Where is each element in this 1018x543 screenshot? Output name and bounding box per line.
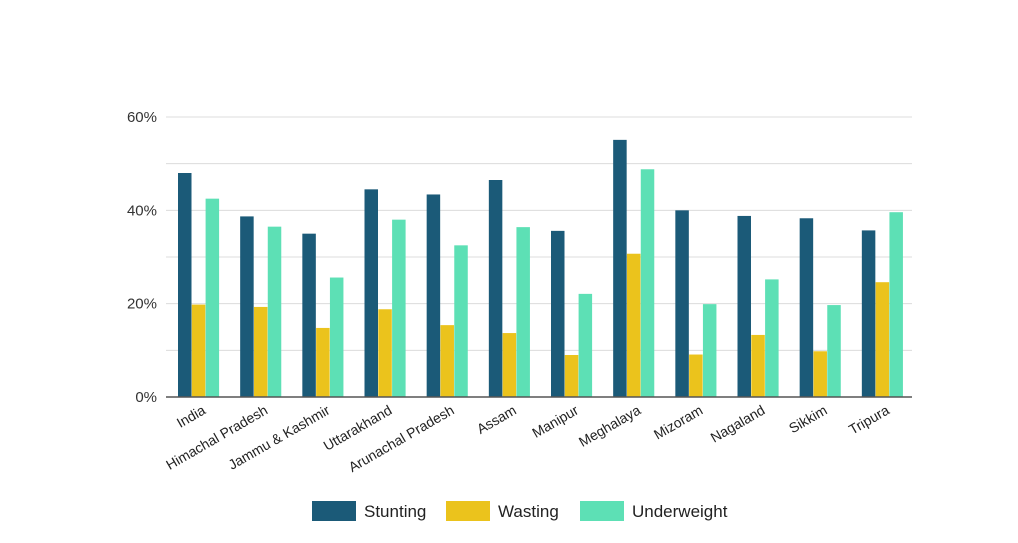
category-label-arunachal-pradesh: Arunachal Pradesh xyxy=(346,402,457,475)
category-label-manipur: Manipur xyxy=(529,402,581,441)
bar-underweight-nagaland xyxy=(765,279,779,397)
bar-stunting-nagaland xyxy=(737,215,751,397)
y-tick-label: 40% xyxy=(127,202,157,219)
legend-swatch-wasting xyxy=(446,501,490,521)
bar-underweight-assam xyxy=(516,227,530,397)
y-tick-label: 0% xyxy=(135,389,157,406)
bar-wasting-sikkim xyxy=(813,351,827,397)
bars xyxy=(178,139,903,397)
bar-stunting-meghalaya xyxy=(613,139,627,397)
bar-stunting-himachal-pradesh xyxy=(240,216,254,397)
category-label-tripura: Tripura xyxy=(846,402,892,438)
bar-wasting-arunachal-pradesh xyxy=(440,325,454,397)
legend-swatch-stunting xyxy=(312,501,356,521)
bar-stunting-tripura xyxy=(861,230,876,397)
legend-swatch-underweight xyxy=(580,501,624,521)
bar-wasting-india xyxy=(191,304,206,397)
bar-stunting-arunachal-pradesh xyxy=(426,194,441,397)
category-label-india: India xyxy=(174,402,208,431)
bar-underweight-himachal-pradesh xyxy=(267,226,282,397)
bar-stunting-manipur xyxy=(551,230,565,397)
category-label-meghalaya: Meghalaya xyxy=(576,402,643,450)
bar-stunting-mizoram xyxy=(675,210,689,397)
category-label-himachal-pradesh: Himachal Pradesh xyxy=(163,402,270,473)
bar-wasting-himachal-pradesh xyxy=(253,306,268,397)
bar-stunting-assam xyxy=(488,180,503,397)
bar-underweight-arunachal-pradesh xyxy=(454,245,468,397)
category-label-nagaland: Nagaland xyxy=(708,402,768,446)
category-label-assam: Assam xyxy=(474,402,519,437)
bar-wasting-nagaland xyxy=(751,334,765,397)
bar-underweight-india xyxy=(205,198,220,397)
category-label-mizoram: Mizoram xyxy=(651,402,705,443)
category-label-sikkim: Sikkim xyxy=(786,402,830,436)
bar-wasting-mizoram xyxy=(689,354,703,397)
y-tick-label: 20% xyxy=(127,296,157,313)
legend-label-wasting: Wasting xyxy=(498,502,559,521)
bar-wasting-tripura xyxy=(875,282,890,397)
bar-underweight-uttarakhand xyxy=(392,219,406,397)
bar-wasting-meghalaya xyxy=(626,253,641,397)
bar-wasting-assam xyxy=(502,333,517,397)
bar-wasting-manipur xyxy=(564,355,579,397)
bar-stunting-jammu-and-kashmir xyxy=(302,233,316,397)
bar-stunting-uttarakhand xyxy=(364,189,378,397)
legend: Stunting Wasting Underweight xyxy=(312,501,728,521)
legend-label-underweight: Underweight xyxy=(632,502,728,521)
y-tick-label: 60% xyxy=(127,109,157,126)
y-axis-ticks: 0% 20% 40% 60% xyxy=(127,109,157,406)
bar-underweight-manipur xyxy=(578,293,593,397)
bar-stunting-sikkim xyxy=(799,218,814,397)
legend-label-stunting: Stunting xyxy=(364,502,426,521)
bar-underweight-jammu-and-kashmir xyxy=(329,277,344,397)
category-label-jammu-and-kashmir: Jammu & Kashmir xyxy=(225,402,332,473)
bar-wasting-jammu-and-kashmir xyxy=(316,327,330,397)
bar-underweight-tripura xyxy=(889,212,903,397)
bar-underweight-sikkim xyxy=(827,305,841,397)
grid-lines xyxy=(166,116,912,351)
bar-wasting-uttarakhand xyxy=(378,309,392,397)
bar-stunting-india xyxy=(178,173,192,397)
bar-underweight-meghalaya xyxy=(640,169,655,397)
bar-underweight-mizoram xyxy=(702,304,717,397)
